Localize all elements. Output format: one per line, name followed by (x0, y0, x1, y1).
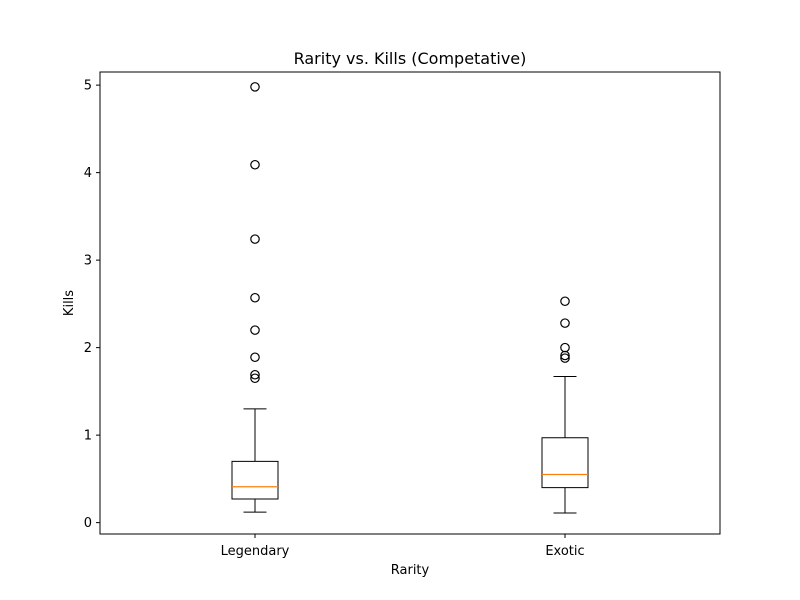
outlier-point (250, 234, 260, 244)
outlier-point (250, 373, 260, 384)
y-tick-label: 3 (84, 254, 92, 269)
outlier-point (560, 318, 570, 328)
outlier-point (250, 352, 260, 363)
outlier-point (560, 353, 570, 363)
iqr-box (541, 437, 589, 489)
outlier-point (250, 159, 260, 170)
outlier-point (250, 82, 260, 92)
y-tick-label: 2 (84, 341, 92, 356)
x-tick-label: Exotic (545, 544, 584, 559)
plot-area: 0 1 2 3 4 5 Legendary Exotic (84, 79, 589, 559)
x-axis-label: Rarity (391, 563, 430, 578)
y-tick-label: 5 (84, 79, 92, 94)
outlier-point (560, 296, 570, 307)
plot-frame (99, 71, 721, 535)
iqr-box (231, 460, 279, 500)
chart-title: Rarity vs. Kills (Competative) (294, 49, 527, 68)
outlier-point (250, 369, 260, 380)
outlier-point (250, 292, 260, 303)
y-tick-label: 1 (84, 429, 92, 444)
outlier-point (560, 350, 570, 361)
y-axis-label: Kills (62, 290, 77, 316)
outlier-point (250, 325, 260, 335)
y-tick-label: 4 (84, 166, 92, 181)
x-tick-label: Legendary (221, 544, 290, 559)
y-tick-label: 0 (84, 516, 92, 531)
